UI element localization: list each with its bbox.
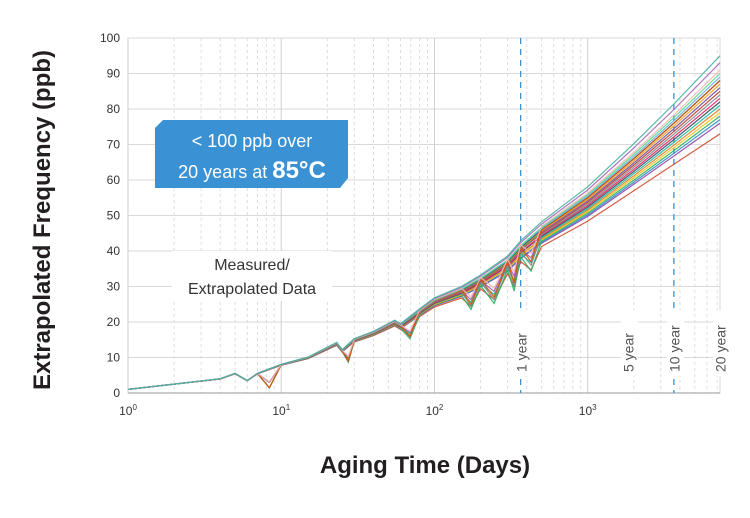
- marker-label-background: [713, 310, 730, 376]
- callout-shape: [155, 120, 348, 188]
- marker-label: 5 year: [620, 333, 636, 372]
- y-tick-label: 90: [107, 67, 121, 81]
- y-tick-label: 40: [107, 244, 121, 258]
- y-tick-label: 80: [107, 102, 121, 116]
- x-tick-label: 102: [426, 403, 444, 418]
- y-tick-label: 60: [107, 173, 121, 187]
- series-line: [127, 69, 721, 390]
- marker-label-background: [513, 310, 531, 376]
- y-tick-label: 70: [107, 138, 121, 152]
- x-tick-exponent: 3: [592, 403, 597, 412]
- callout-line2: 20 years at 85°C: [178, 157, 326, 184]
- series-line: [127, 55, 721, 390]
- x-tick-base: 10: [272, 404, 286, 418]
- x-tick-label: 101: [272, 403, 290, 418]
- annotation-background: [172, 251, 332, 301]
- x-tick-labels: 100 101 102 103: [119, 403, 597, 418]
- marker-label: 20 year: [713, 325, 729, 372]
- series-group: [127, 55, 721, 390]
- x-tick-exponent: 2: [439, 403, 444, 412]
- y-tick-label: 100: [100, 31, 120, 45]
- annotation-line1: Measured/: [214, 257, 290, 274]
- y-tick-label: 30: [107, 280, 121, 294]
- y-tick-label: 0: [113, 386, 120, 400]
- marker-label: 1 year: [513, 333, 529, 372]
- callout-line1: < 100 ppb over: [192, 131, 313, 151]
- marker-label-background: [620, 310, 638, 376]
- marker-label: 10 year: [667, 325, 683, 372]
- y-axis-title: Extrapolated Frequency (ppb): [29, 50, 56, 390]
- x-axis-title: Aging Time (Days): [320, 452, 530, 479]
- marker-labels: 1 year 5 year 10 year 20 year: [513, 310, 730, 376]
- x-tick-exponent: 1: [286, 403, 291, 412]
- x-tick-label: 103: [579, 403, 597, 418]
- y-tick-label: 50: [107, 209, 121, 223]
- annotation-line2: Extrapolated Data: [188, 281, 316, 298]
- marker-label-background: [666, 310, 684, 376]
- x-tick-label: 100: [119, 403, 137, 418]
- callout-line2-prefix: 20 years at: [178, 162, 267, 182]
- y-tick-label: 20: [107, 315, 121, 329]
- callout-line2-emph: 85°C: [272, 157, 326, 184]
- x-tick-base: 10: [119, 404, 133, 418]
- series-line: [127, 80, 721, 390]
- marker-lines: [519, 38, 675, 393]
- callout-box: < 100 ppb over 20 years at 85°C: [155, 120, 348, 188]
- y-tick-labels: 0 10 20 30 40 50 60 70 80 90 100: [100, 31, 120, 400]
- y-tick-label: 10: [107, 351, 121, 365]
- x-tick-base: 10: [426, 404, 440, 418]
- x-tick-base: 10: [579, 404, 593, 418]
- x-tick-exponent: 0: [132, 403, 137, 412]
